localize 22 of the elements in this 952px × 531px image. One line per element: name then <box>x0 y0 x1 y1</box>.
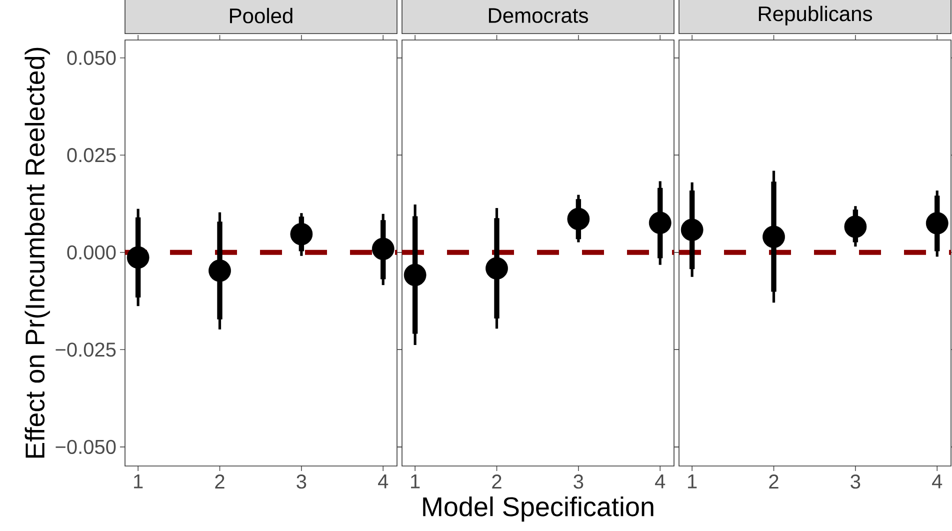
x-tick-label: 2 <box>492 474 502 488</box>
chart-title: Republicans <box>758 6 872 26</box>
x-tick-label: 1 <box>688 474 697 488</box>
y-axis-title: Effect on Pr(Incumbent Reelected) <box>24 48 50 458</box>
x-tick-label: 3 <box>296 474 306 489</box>
y-tick-label: −0.050 <box>56 440 116 454</box>
x-tick-label: 4 <box>655 474 666 488</box>
x-tick-label: 4 <box>378 474 388 488</box>
y-tick-label: 0.050 <box>67 50 116 65</box>
x-tick-label: 3 <box>850 474 860 489</box>
x-tick-label: 4 <box>932 474 942 488</box>
x-tick-label: 3 <box>574 474 584 489</box>
x-tick-label: 2 <box>215 474 224 488</box>
y-tick-label: 0.000 <box>67 245 116 260</box>
chart-title: Pooled <box>230 8 292 24</box>
y-tick-label: 0.025 <box>67 148 116 162</box>
x-tick-label: 1 <box>134 474 143 488</box>
x-tick-label: 2 <box>769 474 778 488</box>
x-tick-label: 1 <box>411 474 420 488</box>
chart-title: Democrats <box>488 8 588 23</box>
y-tick-label: −0.025 <box>56 342 116 357</box>
x-axis-title: Model Specification <box>423 496 654 522</box>
